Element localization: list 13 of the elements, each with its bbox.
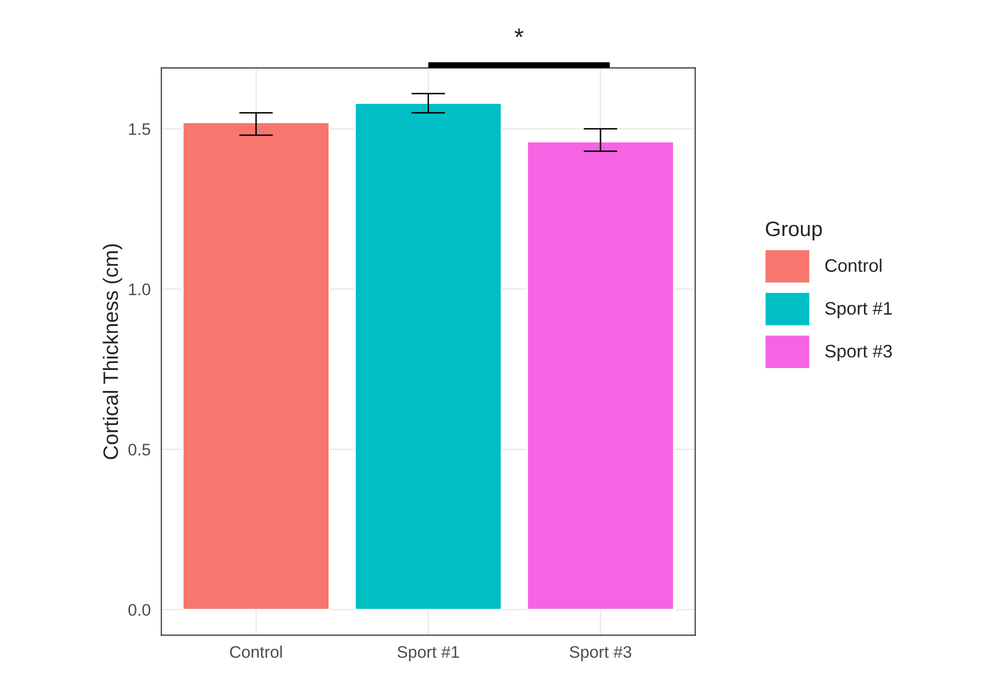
text: * [514, 28, 524, 38]
y-tick-label: 0.0 [128, 604, 150, 616]
legend-label: Sport #1 [825, 302, 892, 318]
legend-label: Sport #3 [825, 344, 892, 362]
x-tick-label: Sport #1 [398, 646, 459, 662]
legend-label: Control [825, 258, 882, 272]
y-axis-title: Cortical Thickness (cm) [102, 244, 122, 460]
y-tick-label: 0.5 [128, 444, 150, 456]
y-tick-label: 1.5 [129, 123, 150, 136]
x-tick-label: Sport #3 [570, 646, 632, 662]
y-tick-label: 1.0 [129, 283, 150, 296]
legend-title: Group [766, 221, 822, 240]
x-tick-label: Control [230, 646, 282, 658]
